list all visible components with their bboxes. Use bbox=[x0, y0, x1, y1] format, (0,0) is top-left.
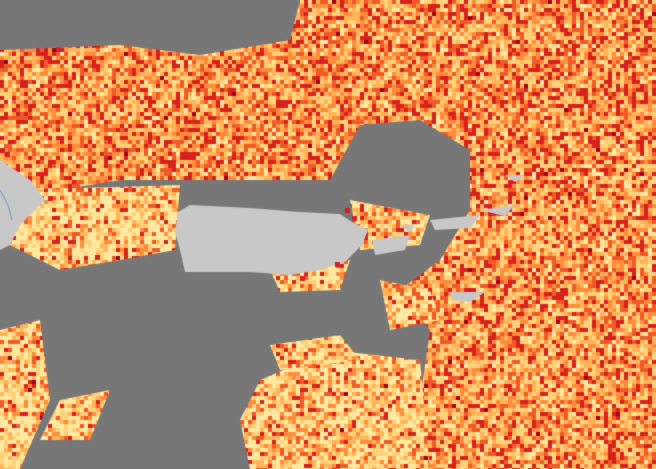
map-canvas[interactable] bbox=[0, 0, 656, 469]
satellite-data-map bbox=[0, 0, 656, 469]
